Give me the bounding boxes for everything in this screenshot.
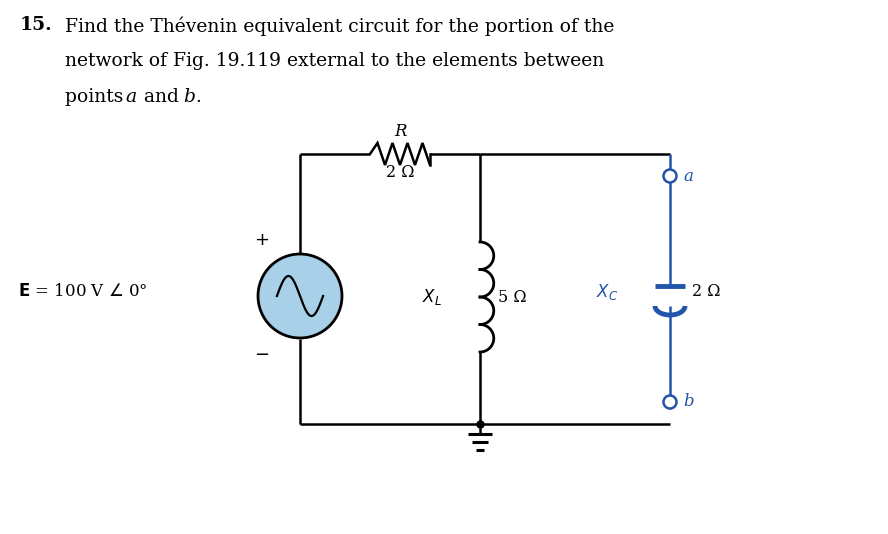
Text: −: − [255, 346, 270, 364]
Text: a: a [683, 168, 693, 185]
Circle shape [663, 169, 677, 183]
Text: R: R [393, 123, 406, 140]
Text: a: a [125, 88, 136, 106]
Text: b: b [683, 394, 694, 411]
Text: $X_L$: $X_L$ [422, 287, 442, 307]
Text: .: . [195, 88, 201, 106]
Text: b: b [183, 88, 195, 106]
Text: $X_C$: $X_C$ [596, 282, 618, 302]
Text: 15.: 15. [20, 16, 52, 34]
Text: $\mathbf{E}$ = 100 V $\angle$ 0°: $\mathbf{E}$ = 100 V $\angle$ 0° [18, 284, 147, 301]
Text: +: + [255, 231, 269, 249]
Ellipse shape [258, 254, 342, 338]
Circle shape [663, 396, 677, 409]
Text: 2 Ω: 2 Ω [692, 284, 720, 301]
Text: 5 Ω: 5 Ω [498, 288, 527, 305]
Text: Find the Thévenin equivalent circuit for the portion of the: Find the Thévenin equivalent circuit for… [65, 16, 614, 35]
Text: network of Fig. 19.119 external to the elements between: network of Fig. 19.119 external to the e… [65, 52, 604, 70]
Text: points: points [65, 88, 130, 106]
Text: 2 Ω: 2 Ω [385, 164, 414, 181]
Text: and: and [138, 88, 185, 106]
